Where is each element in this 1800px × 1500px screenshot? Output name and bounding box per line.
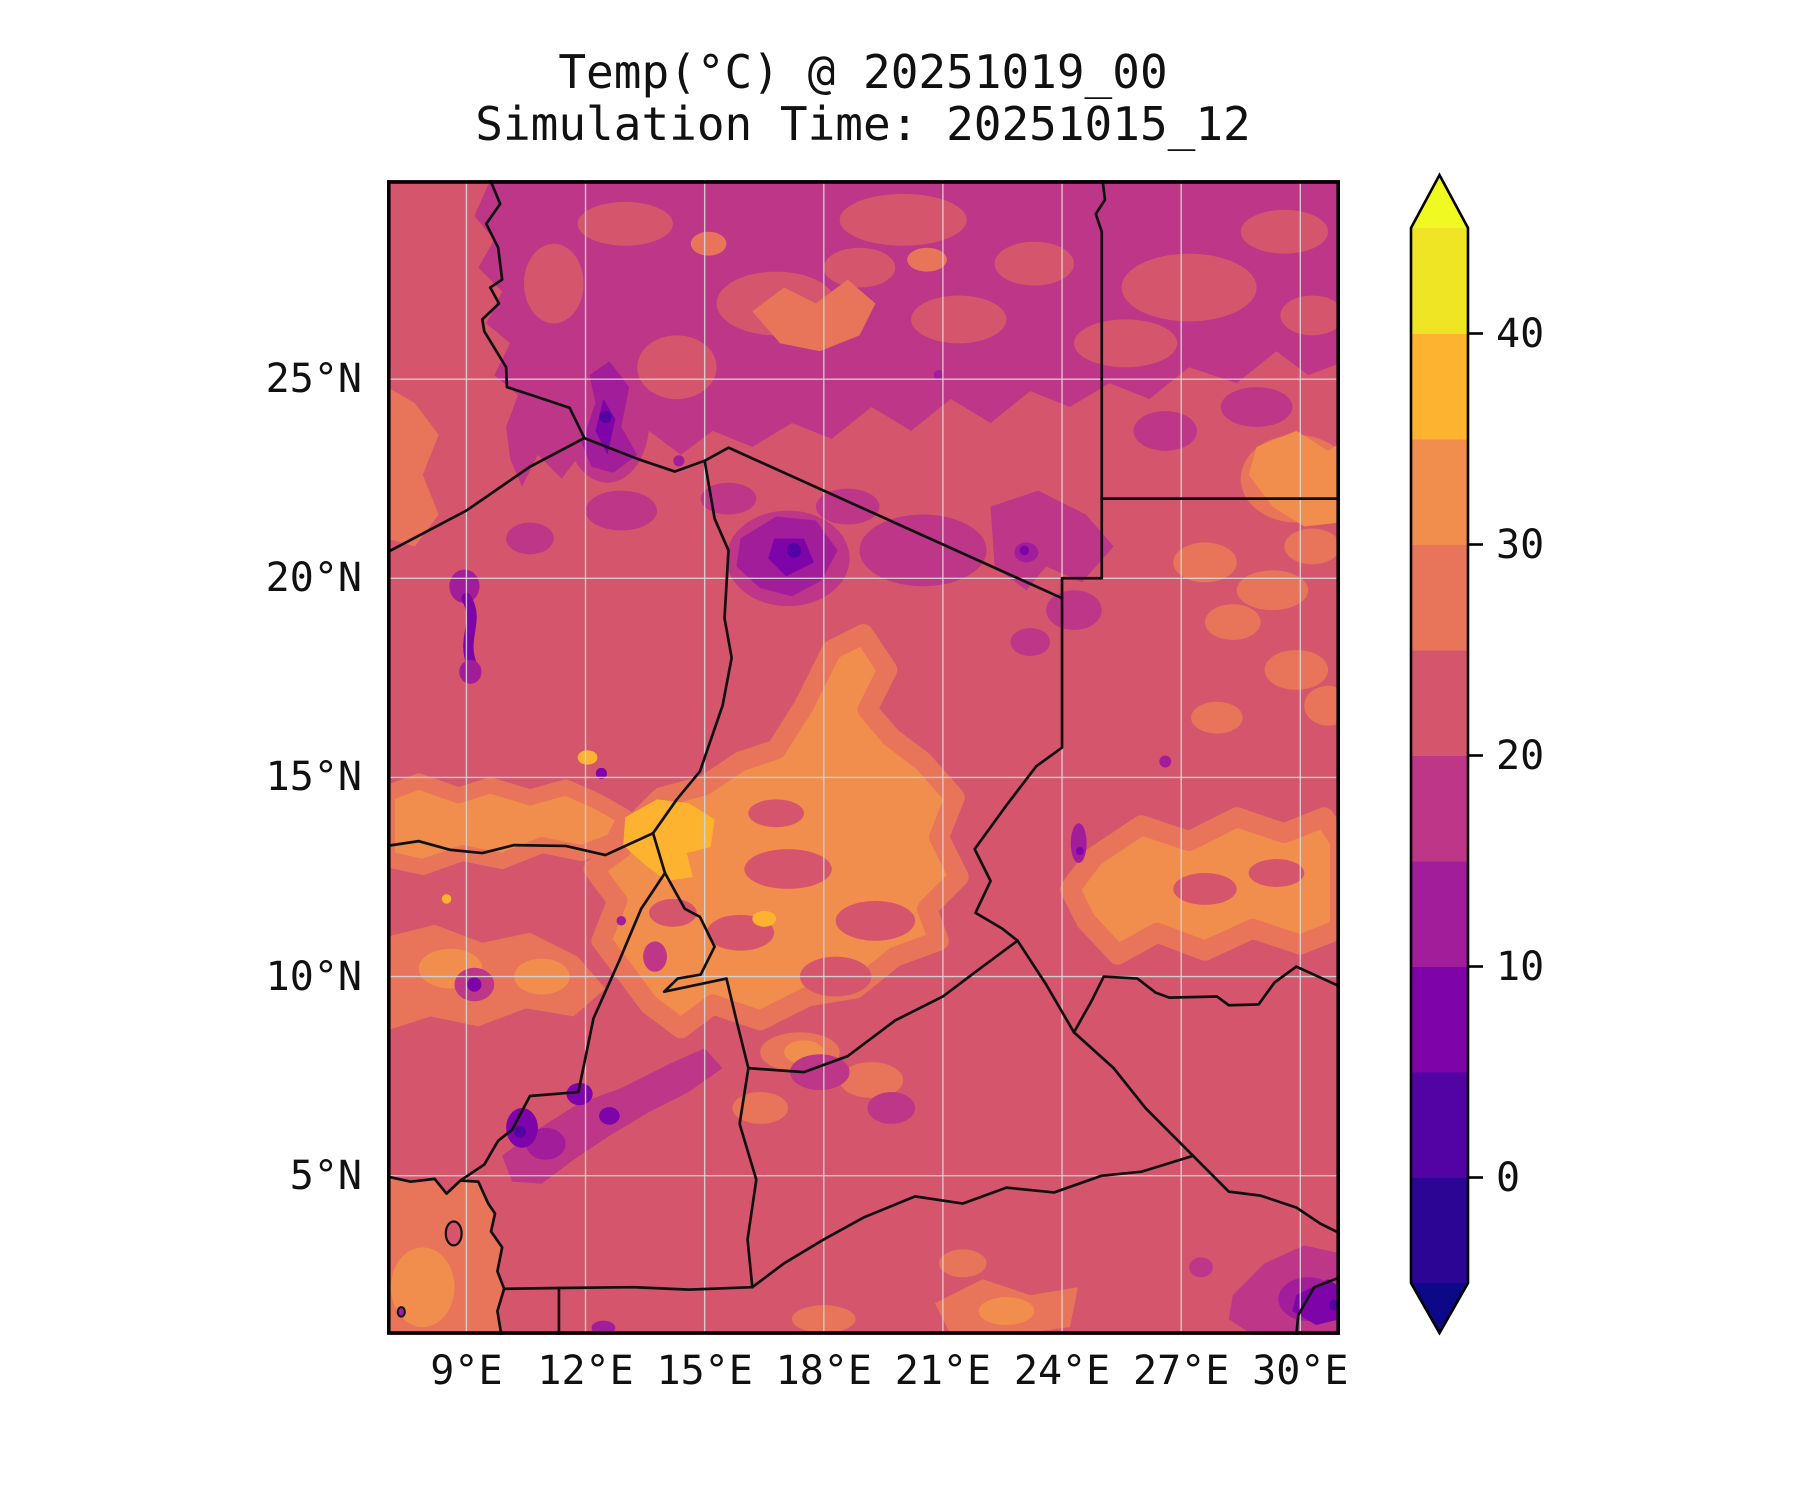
y-tick-label: 15°N [265, 754, 362, 801]
colorbar-band [1411, 228, 1468, 334]
colorbar-outline [1409, 172, 1470, 1336]
map-frame [387, 180, 1340, 1335]
colorbar-band [1411, 755, 1468, 862]
temperature-map [387, 180, 1340, 1335]
x-tick-label: 15°E [656, 1348, 753, 1394]
colorbar-band [1411, 544, 1468, 651]
x-tick-label: 30°E [1252, 1348, 1349, 1394]
colorbar-band [1411, 333, 1468, 440]
y-tick-label: 5°N [289, 1152, 362, 1199]
x-tick-label: 27°E [1132, 1348, 1230, 1394]
chart-title: Temp(°C) @ 20251019_00 [558, 45, 1168, 99]
y-tick-label: 10°N [265, 953, 362, 1000]
x-tick-label: 18°E [775, 1348, 872, 1394]
x-tick-label: 12°E [537, 1348, 634, 1394]
country-borders [387, 180, 1340, 1335]
colorbar-tick-label: 0 [1496, 1154, 1521, 1201]
y-tick-label: 25°N [265, 356, 362, 403]
colorbar-under-arrow [1411, 1283, 1468, 1333]
x-tick-label: 24°E [1013, 1348, 1111, 1394]
colorbar-band [1411, 1072, 1468, 1178]
gridlines [387, 180, 1340, 1335]
colorbar-tick-label: 20 [1496, 732, 1545, 779]
temperature-field [387, 180, 1340, 1335]
chart-subtitle: Simulation Time: 20251015_12 [475, 97, 1251, 151]
colorbar-band [1411, 650, 1468, 756]
x-tick-label: 21°E [894, 1348, 992, 1394]
colorbar-tick-label: 10 [1496, 943, 1545, 990]
colorbar-tick-label: 40 [1496, 310, 1545, 357]
colorbar-tick-label: 30 [1496, 521, 1545, 568]
colorbar-over-arrow [1411, 175, 1468, 228]
x-tick-label: 9°E [430, 1348, 503, 1394]
colorbar-band [1411, 966, 1468, 1073]
y-tick-label: 20°N [265, 555, 362, 602]
colorbar-band [1411, 439, 1468, 545]
colorbar-band [1411, 1177, 1468, 1284]
colorbar-band [1411, 861, 1468, 967]
